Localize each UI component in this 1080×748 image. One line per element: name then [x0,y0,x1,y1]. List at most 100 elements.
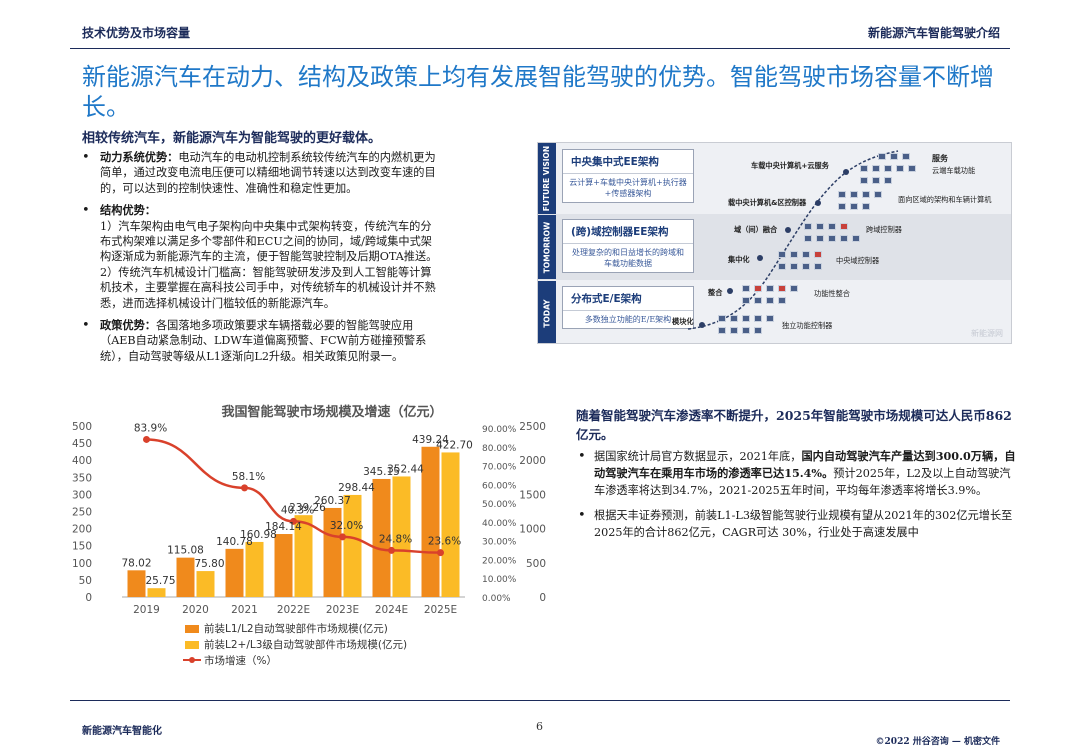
bar-l1l2 [225,548,244,597]
x-tick-label: 2021 [231,604,258,616]
growth-label: 83.9% [134,422,167,434]
bar-l2l3 [196,571,215,597]
y-tick-label: 50 [79,575,92,587]
header-section-label: 技术优势及市场容量 [82,26,191,40]
bar-l2l3 [392,476,411,597]
bullet-power: 动力系统优势：电动汽车的电动机控制系统较传统汽车的内燃机更为 简单，通过改变电流… [80,150,520,196]
market-size-chart: 我国智能驾驶市场规模及增速（亿元） 500 450 400 350 300 250 200 1… [70,396,560,676]
growth-point [143,435,150,443]
legend-marker [189,657,195,663]
data-label: 78.02 [121,557,151,569]
growth-point [339,533,346,541]
y-pct-tick-label: 80.00% [482,444,517,454]
y-tick-label: 400 [72,455,92,467]
growth-point [437,549,444,557]
data-label: 239.26 [289,502,326,514]
page-number: 6 [536,720,543,733]
watermark: 新能源网 [971,329,1003,338]
footer-divider [70,700,1010,701]
market-heading: 随着智能驾驶汽车渗透率不断提升，2025年智能驾驶市场规模可达人民币862亿元。 [576,408,1012,442]
data-label: 160.98 [240,529,277,541]
x-tick-label: 2024E [375,604,408,616]
y-right-tick-label: 2000 [519,455,546,467]
footer-copyright: ©2022 卅谷咨询 — 机密文件 [875,737,1000,747]
y-right-tick-label: 1500 [519,489,546,501]
y-pct-tick-label: 10.00% [482,575,517,585]
legend-label: 市场增速（%） [204,654,277,667]
central-ee-box: 中央集中式EE架构 云计算+车载中央计算机+执行器+传感器架构 [562,149,694,203]
ee-architecture-diagram: FUTURE VISION TOMORROW TODAY 中央集中式EE架构 云… [537,142,1012,344]
bar-l1l2 [176,557,195,597]
data-label: 298.44 [338,482,375,494]
y-pct-tick-label: 50.00% [482,500,517,510]
bar-l1l2 [372,478,391,597]
bar-l1l2 [421,446,440,597]
y-tick-label: 450 [72,438,92,450]
y-pct-tick-label: 40.00% [482,519,517,529]
header-divider [70,48,1010,49]
advantages-list: 动力系统优势：电动汽车的电动机控制系统较传统汽车的内燃机更为 简单，通过改变电流… [80,150,520,371]
growth-line [143,435,444,557]
y-tick-label: 100 [72,558,92,570]
bullet-forecast: 根据天丰证券预测，前装L1-L3级智能驾驶行业规模有望从2021年的302亿元增… [578,507,1018,541]
x-tick-label: 2023E [326,604,359,616]
data-label: 115.08 [167,545,204,557]
data-label: 345.15 [363,466,400,478]
bars [127,446,460,597]
bar-l2l3 [441,452,460,597]
bullet-policy: 政策优势：各国落地多项政策要求车辆搭载必要的智能驾驶应用 （AEB自动紧急制动、… [80,318,520,364]
data-label: 25.75 [145,575,175,587]
y-right-tick-label: 0 [539,592,546,604]
bar-l2l3 [343,494,362,597]
stage-future-vision: FUTURE VISION [538,143,556,214]
bar-l2l3 [147,588,166,597]
bar-l1l2 [274,534,293,597]
bar-l1l2 [323,507,342,597]
chart-svg: 我国智能驾驶市场规模及增速（亿元） 5004504003503002502001… [72,404,546,667]
growth-label: 24.8% [379,533,412,545]
y-tick-label: 500 [72,421,92,433]
evolution-curve [687,150,899,330]
footer-section: 新能源汽车智能化 [82,726,162,737]
y-right-tick-label: 1000 [519,524,546,536]
growth-point [241,484,248,492]
y-right-tick-label: 500 [526,558,546,570]
x-tick-label: 2019 [133,604,160,616]
bar-l2l3 [245,541,264,597]
x-axis-labels: 2019 2020 2021 2022E 2023E 2024E 2025E [133,604,457,616]
distributed-ee-box: 分布式E/E架构 多数独立功能的E/E架构 [562,286,694,329]
bullet-label: 结构优势： [100,203,156,218]
y-tick-label: 300 [72,489,92,501]
page-subtitle: 相较传统汽车，新能源汽车为智能驾驶的更好载体。 [82,131,382,146]
y-pct-tick-label: 60.00% [482,481,517,491]
growth-point [388,546,395,554]
domain-ee-box: (跨)域控制器EE架构 处理复杂的和日益增长的跨域和车载功能数据 [562,219,694,273]
data-label: 352.44 [387,463,424,475]
x-tick-label: 2020 [182,604,209,616]
stage-tomorrow: TOMORROW [538,215,556,279]
bar-l2l3 [294,515,313,597]
page-title: 新能源汽车在动力、结构及政策上均有发展智能驾驶的优势。智能驾驶市场容量不断增长。 [82,63,994,121]
y-right-tick-label: 2500 [519,421,546,433]
growth-label: 58.1% [232,471,265,483]
data-label: 260.37 [314,495,351,507]
y-pct-tick-label: 20.00% [482,556,517,566]
growth-label: 32.0% [330,520,363,532]
chart-legend: 前装L1/L2自动驾驶部件市场规模(亿元) 前装L2+/L3级自动驾驶部件市场规模… [183,622,407,667]
data-label: 439.24 [412,434,449,446]
y-tick-label: 150 [72,541,92,553]
data-label: 184.14 [265,521,302,533]
header-doc-title: 新能源汽车智能驾驶介绍 [867,26,1000,40]
legend-swatch [185,641,199,649]
y-pct-tick-label: 0.00% [482,594,511,604]
y-tick-label: 0 [85,592,92,604]
bullet-label: 动力系统优势： [100,150,179,164]
legend-label: 前装L2+/L3级自动驾驶部件市场规模(亿元) [204,638,407,651]
bullet-penetration: 据国家统计局官方数据显示，2021年底，国内自动驾驶汽车产量达到300.0万辆，… [578,448,1018,499]
data-label: 140.78 [216,536,253,548]
y-pct-tick-label: 70.00% [482,463,517,473]
bar-l1l2 [127,570,146,597]
bullet-structure: 结构优势： 1）汽车架构由电气电子架构向中央集中式架构转变，传统汽车的分 布式构… [80,203,520,311]
y-pct-tick-label: 90.00% [482,425,517,435]
